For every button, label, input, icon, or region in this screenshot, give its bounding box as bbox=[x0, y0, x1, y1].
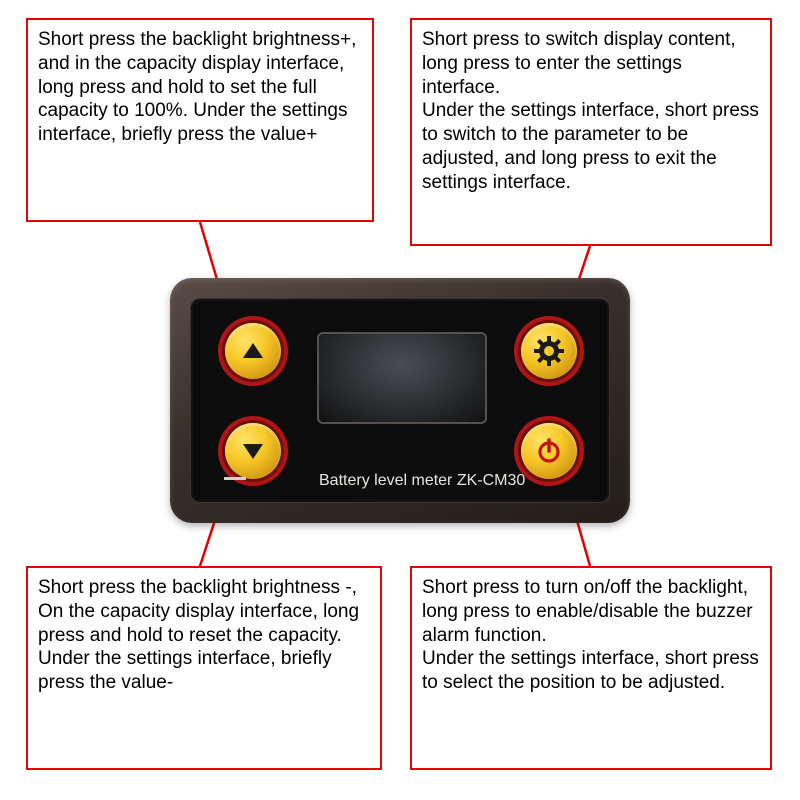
triangle-down-icon bbox=[240, 438, 266, 464]
callout-text: Short press to switch display content, l… bbox=[422, 29, 759, 193]
callout-bottom-left: Short press the backlight brightness -,O… bbox=[26, 566, 382, 770]
brand-mark bbox=[224, 477, 246, 480]
device-model-label: Battery level meter ZK-CM30 bbox=[319, 472, 525, 490]
power-icon bbox=[535, 437, 563, 465]
battery-meter-device: Battery level meter ZK-CM30 bbox=[170, 278, 630, 523]
callout-text: Short press the backlight brightness -,O… bbox=[38, 577, 359, 693]
power-button[interactable] bbox=[521, 423, 577, 479]
up-button[interactable] bbox=[225, 323, 281, 379]
callout-text: Short press the backlight brightness+, a… bbox=[38, 29, 356, 145]
down-button[interactable] bbox=[225, 423, 281, 479]
callout-top-right: Short press to switch display content, l… bbox=[410, 18, 772, 246]
callout-bottom-right: Short press to turn on/off the backlight… bbox=[410, 566, 772, 770]
triangle-up-icon bbox=[240, 338, 266, 364]
lcd-screen bbox=[317, 332, 487, 424]
callout-top-left: Short press the backlight brightness+, a… bbox=[26, 18, 374, 222]
gear-icon bbox=[534, 336, 564, 366]
callout-text: Short press to turn on/off the backlight… bbox=[422, 577, 759, 693]
device-face-panel: Battery level meter ZK-CM30 bbox=[190, 298, 610, 503]
settings-button[interactable] bbox=[521, 323, 577, 379]
